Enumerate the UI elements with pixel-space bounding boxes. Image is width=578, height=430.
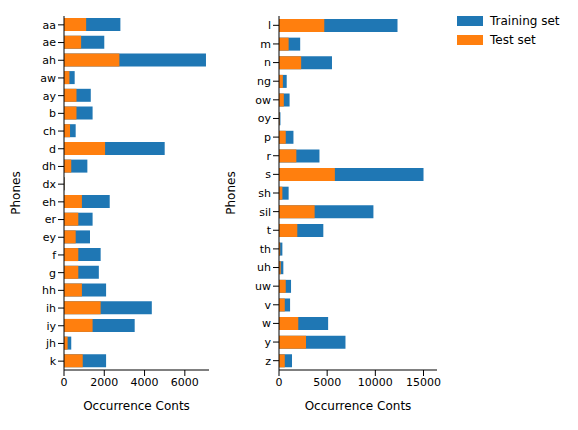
svg-text:15000: 15000 bbox=[406, 376, 441, 389]
svg-text:ay: ay bbox=[43, 90, 57, 103]
svg-text:aw: aw bbox=[40, 72, 56, 85]
svg-text:uh: uh bbox=[257, 261, 271, 274]
svg-text:z: z bbox=[265, 355, 271, 368]
svg-text:Occurrence Conts: Occurrence Conts bbox=[305, 399, 412, 413]
svg-text:n: n bbox=[264, 56, 271, 69]
svg-text:iy: iy bbox=[46, 320, 56, 333]
svg-text:sil: sil bbox=[259, 206, 271, 219]
svg-text:sh: sh bbox=[258, 187, 271, 200]
svg-text:v: v bbox=[264, 299, 271, 312]
svg-text:Phones: Phones bbox=[9, 171, 23, 214]
svg-text:ey: ey bbox=[43, 231, 57, 244]
svg-text:l: l bbox=[268, 19, 271, 32]
svg-text:r: r bbox=[266, 150, 271, 163]
svg-text:d: d bbox=[49, 143, 56, 156]
svg-text:ng: ng bbox=[257, 75, 271, 88]
svg-text:th: th bbox=[260, 243, 271, 256]
svg-text:Occurrence Conts: Occurrence Conts bbox=[83, 399, 190, 413]
svg-text:s: s bbox=[265, 168, 271, 181]
svg-text:ah: ah bbox=[42, 54, 56, 67]
svg-text:ae: ae bbox=[42, 36, 56, 49]
svg-text:f: f bbox=[52, 249, 57, 262]
svg-text:4000: 4000 bbox=[131, 376, 159, 389]
svg-text:eh: eh bbox=[42, 196, 56, 209]
svg-text:uw: uw bbox=[255, 280, 271, 293]
svg-text:dh: dh bbox=[42, 160, 56, 173]
svg-text:k: k bbox=[50, 355, 57, 368]
svg-text:0: 0 bbox=[276, 376, 283, 389]
svg-text:ch: ch bbox=[43, 125, 56, 138]
svg-text:2000: 2000 bbox=[90, 376, 118, 389]
svg-text:dx: dx bbox=[43, 178, 57, 191]
svg-text:Phones: Phones bbox=[224, 171, 238, 214]
svg-text:m: m bbox=[260, 38, 271, 51]
html-text:Test set: Test set bbox=[490, 33, 536, 47]
svg-text:g: g bbox=[49, 267, 56, 280]
svg-text:b: b bbox=[49, 107, 56, 120]
svg-text:aa: aa bbox=[43, 19, 56, 32]
svg-text:p: p bbox=[264, 131, 271, 144]
svg-text:ih: ih bbox=[46, 302, 56, 315]
svg-text:w: w bbox=[262, 317, 271, 330]
svg-text:6000: 6000 bbox=[171, 376, 199, 389]
svg-text:t: t bbox=[267, 224, 272, 237]
svg-text:hh: hh bbox=[42, 284, 56, 297]
html-text:Training set: Training set bbox=[490, 14, 560, 28]
svg-text:10000: 10000 bbox=[358, 376, 393, 389]
svg-text:oy: oy bbox=[258, 112, 272, 125]
svg-text:er: er bbox=[45, 213, 57, 226]
svg-text:jh: jh bbox=[45, 337, 56, 350]
svg-text:ow: ow bbox=[255, 94, 271, 107]
svg-text:5000: 5000 bbox=[313, 376, 341, 389]
svg-text:y: y bbox=[264, 336, 271, 349]
svg-text:0: 0 bbox=[61, 376, 68, 389]
